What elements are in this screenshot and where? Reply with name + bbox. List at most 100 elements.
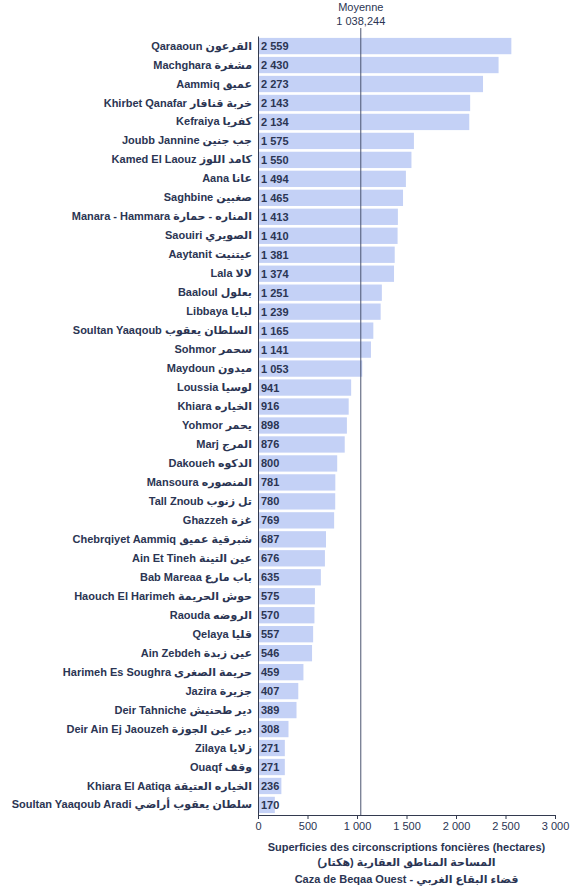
data-label: 916 xyxy=(261,400,279,412)
data-label: 575 xyxy=(261,590,279,602)
data-label: 1 374 xyxy=(261,268,289,280)
y-tick: Aana عانا xyxy=(202,172,258,184)
y-tick: Libbaya لبايا xyxy=(186,305,258,317)
category-label: Kamed El Laouz كامد اللوز xyxy=(112,153,253,166)
data-label: 1 165 xyxy=(261,325,289,337)
bar xyxy=(258,360,362,376)
y-tick: Baaloul بعلول xyxy=(178,286,258,299)
bar xyxy=(258,683,298,699)
bar xyxy=(258,474,335,490)
bar xyxy=(258,57,499,73)
bar xyxy=(258,285,382,301)
category-label: Khiara الخياره xyxy=(177,400,252,413)
x-tick: 0 xyxy=(255,815,261,832)
y-tick: Ain Et Tineh عين التينة xyxy=(132,552,258,565)
x-axis-title: المساحة المناطق العقارية (هكتار) xyxy=(317,856,495,869)
bar xyxy=(258,209,398,225)
data-label: 1 550 xyxy=(261,154,289,166)
x-tick-mark xyxy=(456,815,457,819)
x-tick-label: 1 500 xyxy=(393,820,421,832)
data-label: 781 xyxy=(261,476,279,488)
data-label: 941 xyxy=(261,382,279,394)
category-label: Dakoueh الدكوه xyxy=(168,457,252,470)
y-tick: Marj المرج xyxy=(196,438,258,452)
data-label: 389 xyxy=(261,704,279,716)
y-tick: Chebrqiyet Aammiq شبرقية عميق xyxy=(73,533,258,546)
y-tick: Saghbine صغبين xyxy=(164,191,258,204)
y-axis: Qaraaoun القرعونMachghara مشغرةAammiq عم… xyxy=(12,37,259,816)
category-label: Deir Tahniche دير طحنيش xyxy=(115,704,253,717)
category-label: Aaytanit عيتنيت xyxy=(168,248,252,260)
bar xyxy=(258,322,373,338)
category-label: Ain Zebdeh عين زبدة xyxy=(141,647,252,660)
x-axis-title: Superficies des circonscriptions foncièr… xyxy=(268,841,546,853)
bar xyxy=(258,664,303,680)
x-tick: 1 500 xyxy=(393,815,421,832)
mean-line xyxy=(360,28,361,815)
data-label: 1 251 xyxy=(261,287,289,299)
bar xyxy=(258,607,314,623)
x-tick-label: 0 xyxy=(255,820,261,832)
category-label: Jazira جزيرة xyxy=(186,685,253,698)
category-label: Harimeh Es Soughra حريمة الصغرى xyxy=(63,666,252,679)
category-label: Marj المرج xyxy=(196,438,252,452)
x-tick-mark xyxy=(357,815,358,819)
bar xyxy=(258,721,288,737)
category-label: Zilaya زلايا xyxy=(195,742,252,755)
category-label: Chebrqiyet Aammiq شبرقية عميق xyxy=(73,533,252,546)
bar xyxy=(258,645,312,661)
data-label: 676 xyxy=(261,552,279,564)
data-label: 2 134 xyxy=(261,116,289,128)
bar xyxy=(258,76,483,92)
y-tick: Ain Zebdeh عين زبدة xyxy=(141,647,258,660)
data-label: 407 xyxy=(261,685,279,697)
bar xyxy=(258,550,325,566)
category-label: Manara - Hammara المناره - حمارة xyxy=(72,210,252,223)
data-label: 800 xyxy=(261,457,279,469)
y-tick: Deir Ain Ej Jaouzeh دير عين الجوزة xyxy=(66,723,258,736)
x-tick: 3 000 xyxy=(542,815,570,832)
category-label: Soultan Yaaqoub Aradi سلطان يعقوب أراضي xyxy=(12,797,252,811)
mean-label: 1 038,244 xyxy=(336,15,385,27)
category-label: Bab Mareaa باب مارع xyxy=(140,571,252,584)
y-tick: Zilaya زلايا xyxy=(195,742,258,755)
category-label: Yohmor يحمر xyxy=(182,419,252,432)
bars xyxy=(258,38,511,813)
data-label: 1 381 xyxy=(261,249,289,261)
data-label: 1 410 xyxy=(261,230,289,242)
data-label: 1 494 xyxy=(261,173,289,185)
x-tick: 500 xyxy=(299,815,317,832)
data-labels: 2 5592 4302 2732 1432 1341 5751 5501 494… xyxy=(261,40,289,811)
x-tick-label: 2 500 xyxy=(492,820,520,832)
category-label: Lala لالا xyxy=(211,267,252,279)
y-tick: Dakoueh الدكوه xyxy=(168,457,258,470)
y-tick: Harimeh Es Soughra حريمة الصغرى xyxy=(63,666,258,679)
bar xyxy=(258,778,281,794)
y-tick: Ghazzeh غزة xyxy=(183,514,258,527)
category-label: Soultan Yaaqoub السلطان يعقوب xyxy=(73,324,252,337)
category-label: Joubb Jannine جب جنين xyxy=(122,134,252,147)
data-label: 1 141 xyxy=(261,344,289,356)
data-label: 170 xyxy=(261,799,279,811)
category-label: Ain Et Tineh عين التينة xyxy=(132,552,252,565)
data-label: 780 xyxy=(261,495,279,507)
bar xyxy=(258,247,395,263)
y-tick: Qelaya قليا xyxy=(193,628,258,640)
y-tick: Khiara الخياره xyxy=(177,400,258,413)
bar xyxy=(258,398,349,414)
bar xyxy=(258,341,371,357)
y-tick: Deir Tahniche دير طحنيش xyxy=(115,704,258,717)
data-label: 1 465 xyxy=(261,192,289,204)
bar xyxy=(258,190,403,206)
bar xyxy=(258,702,297,718)
bar xyxy=(258,417,347,433)
y-tick: Qaraaoun القرعون xyxy=(151,40,258,53)
x-tick: 1 000 xyxy=(344,815,372,832)
y-tick: Khirbet Qanafar خربة قنافار xyxy=(104,96,258,109)
y-axis-line xyxy=(258,37,259,816)
x-tick-mark xyxy=(407,815,408,819)
data-label: 2 273 xyxy=(261,78,289,90)
category-label: Khirbet Qanafar خربة قنافار xyxy=(104,96,252,109)
plot: 2 5592 4302 2732 1432 1341 5751 5501 494… xyxy=(12,28,570,832)
category-label: Baaloul بعلول xyxy=(178,286,252,299)
